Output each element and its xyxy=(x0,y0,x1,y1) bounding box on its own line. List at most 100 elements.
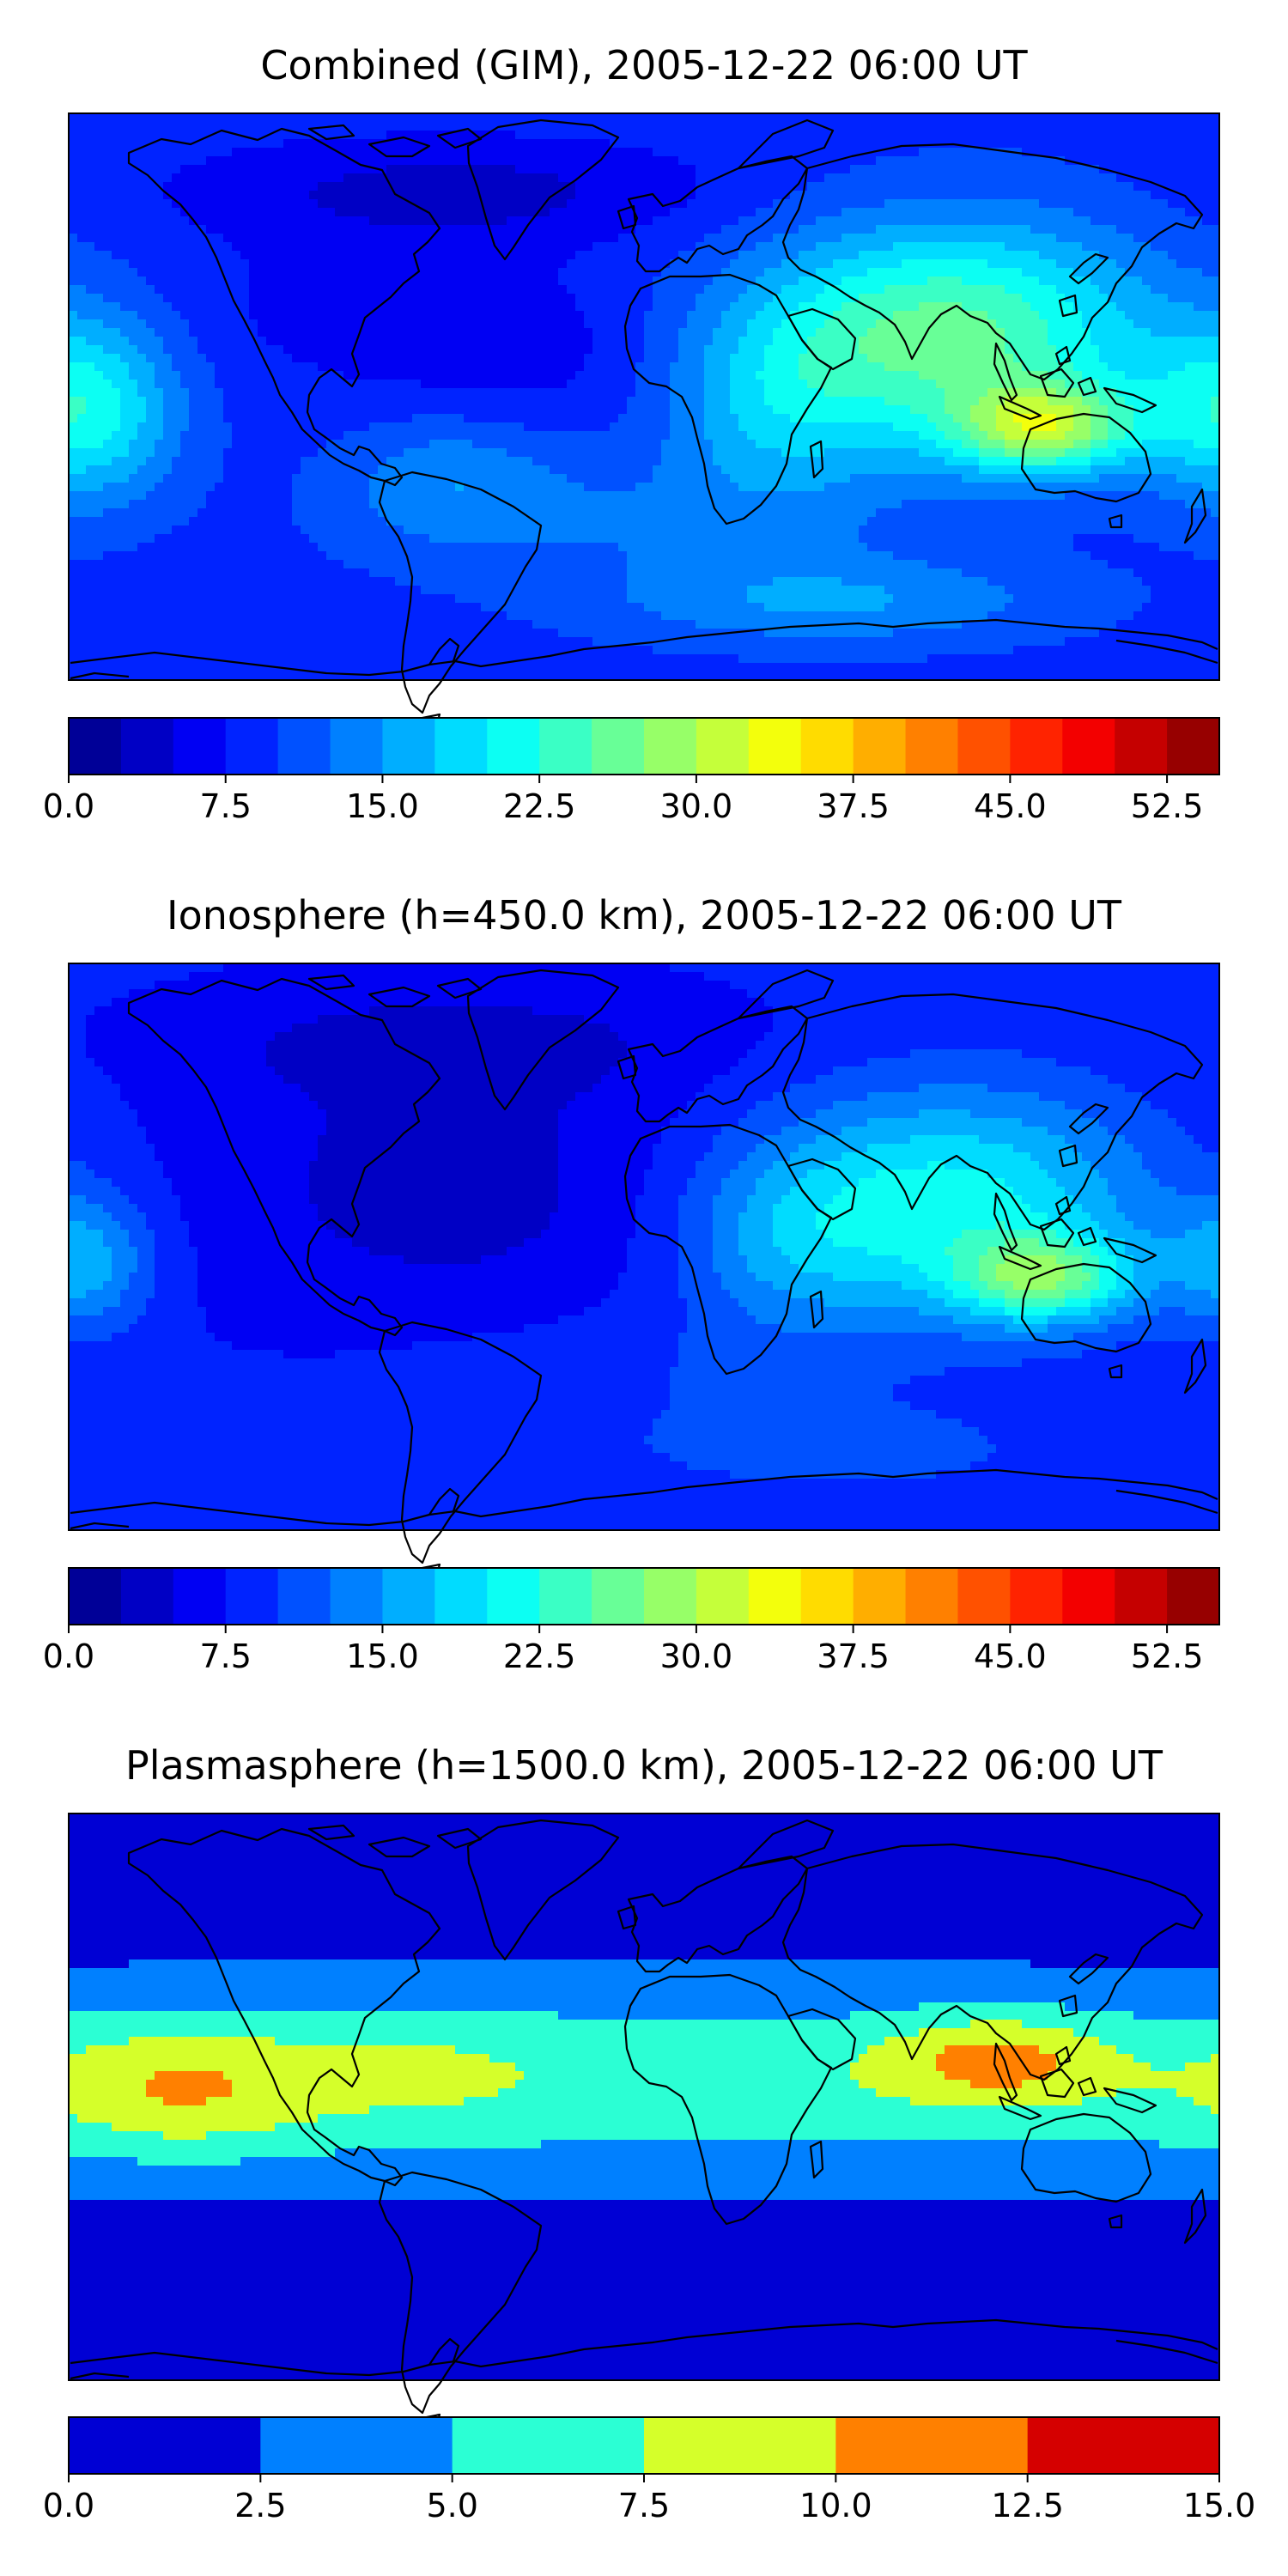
field-cell xyxy=(481,371,490,380)
field-cell xyxy=(567,173,576,183)
field-cell xyxy=(910,191,920,200)
field-cell xyxy=(550,354,559,363)
field-cell xyxy=(146,156,155,166)
field-cell xyxy=(987,122,997,131)
field-cell xyxy=(1048,268,1057,277)
field-cell xyxy=(129,405,138,415)
field-cell xyxy=(77,199,87,209)
field-cell xyxy=(704,337,714,346)
field-cell xyxy=(1159,208,1169,217)
field-cell xyxy=(197,414,207,423)
field-cell xyxy=(404,165,413,174)
field-cell xyxy=(352,431,361,440)
field-cell xyxy=(601,345,611,355)
field-cell xyxy=(1142,139,1151,149)
field-cell xyxy=(343,345,353,355)
field-cell xyxy=(1176,216,1186,226)
field-cell xyxy=(876,328,885,337)
field-cell xyxy=(867,285,877,295)
field-cell xyxy=(704,311,714,320)
field-cell xyxy=(558,405,568,415)
field-cell xyxy=(756,182,765,191)
field-cell xyxy=(215,139,224,149)
field-cell xyxy=(816,191,825,200)
field-cell xyxy=(627,216,636,226)
field-cell xyxy=(163,216,173,226)
field-cell xyxy=(833,173,842,183)
field-cell xyxy=(1005,139,1014,149)
field-cell xyxy=(421,405,430,415)
field-cell xyxy=(361,362,370,372)
field-cell xyxy=(472,405,482,415)
field-cell xyxy=(558,397,568,406)
field-cell xyxy=(1065,276,1074,286)
field-cell xyxy=(1048,405,1057,415)
field-cell xyxy=(1159,259,1169,269)
field-cell xyxy=(395,208,404,217)
field-cell xyxy=(1194,354,1203,363)
field-cell xyxy=(395,242,404,252)
field-cell xyxy=(240,259,250,269)
field-cell xyxy=(747,131,756,140)
field-cell xyxy=(592,148,602,157)
field-cell xyxy=(326,388,336,398)
field-cell xyxy=(1202,156,1212,166)
field-cell xyxy=(970,268,980,277)
field-cell xyxy=(1091,113,1100,123)
field-cell xyxy=(180,388,190,398)
field-cell xyxy=(94,311,104,320)
field-cell xyxy=(1013,328,1023,337)
field-cell xyxy=(507,302,516,312)
field-cell xyxy=(386,276,396,286)
field-cell xyxy=(524,422,533,432)
field-cell xyxy=(1013,139,1023,149)
field-cell xyxy=(1039,225,1048,234)
field-cell xyxy=(902,302,911,312)
field-cell xyxy=(816,302,825,312)
field-cell xyxy=(1108,199,1117,209)
field-cell xyxy=(661,156,671,166)
field-cell xyxy=(979,234,988,243)
field-cell xyxy=(541,251,550,260)
field-cell xyxy=(335,276,344,286)
field-cell xyxy=(326,113,336,123)
field-cell xyxy=(841,302,851,312)
field-cell xyxy=(223,388,233,398)
field-cell xyxy=(601,371,611,380)
field-cell xyxy=(1082,139,1091,149)
field-cell xyxy=(155,191,164,200)
field-cell xyxy=(232,311,241,320)
field-cell xyxy=(1073,122,1083,131)
field-cell xyxy=(713,405,722,415)
field-cell xyxy=(910,156,920,166)
field-cell xyxy=(850,242,860,252)
field-cell xyxy=(764,242,774,252)
field-cell xyxy=(756,337,765,346)
field-cell xyxy=(112,319,121,329)
field-cell xyxy=(206,191,216,200)
field-cell xyxy=(601,191,611,200)
field-cell xyxy=(507,113,516,123)
field-cell xyxy=(1005,319,1014,329)
field-cell xyxy=(163,337,173,346)
field-cell xyxy=(661,337,671,346)
field-cell xyxy=(232,122,241,131)
field-cell xyxy=(884,380,894,389)
field-cell xyxy=(240,422,250,432)
field-cell xyxy=(884,337,894,346)
field-cell xyxy=(180,191,190,200)
field-cell xyxy=(129,337,138,346)
field-cell xyxy=(756,405,765,415)
field-cell xyxy=(472,191,482,200)
field-cell xyxy=(524,199,533,209)
field-cell xyxy=(1185,139,1194,149)
field-cell xyxy=(1142,345,1151,355)
field-cell xyxy=(232,422,241,432)
field-cell xyxy=(180,268,190,277)
field-cell xyxy=(412,242,422,252)
field-cell xyxy=(318,268,327,277)
field-cell xyxy=(412,131,422,140)
field-cell xyxy=(361,431,370,440)
field-cell xyxy=(936,131,945,140)
field-cell xyxy=(696,242,705,252)
